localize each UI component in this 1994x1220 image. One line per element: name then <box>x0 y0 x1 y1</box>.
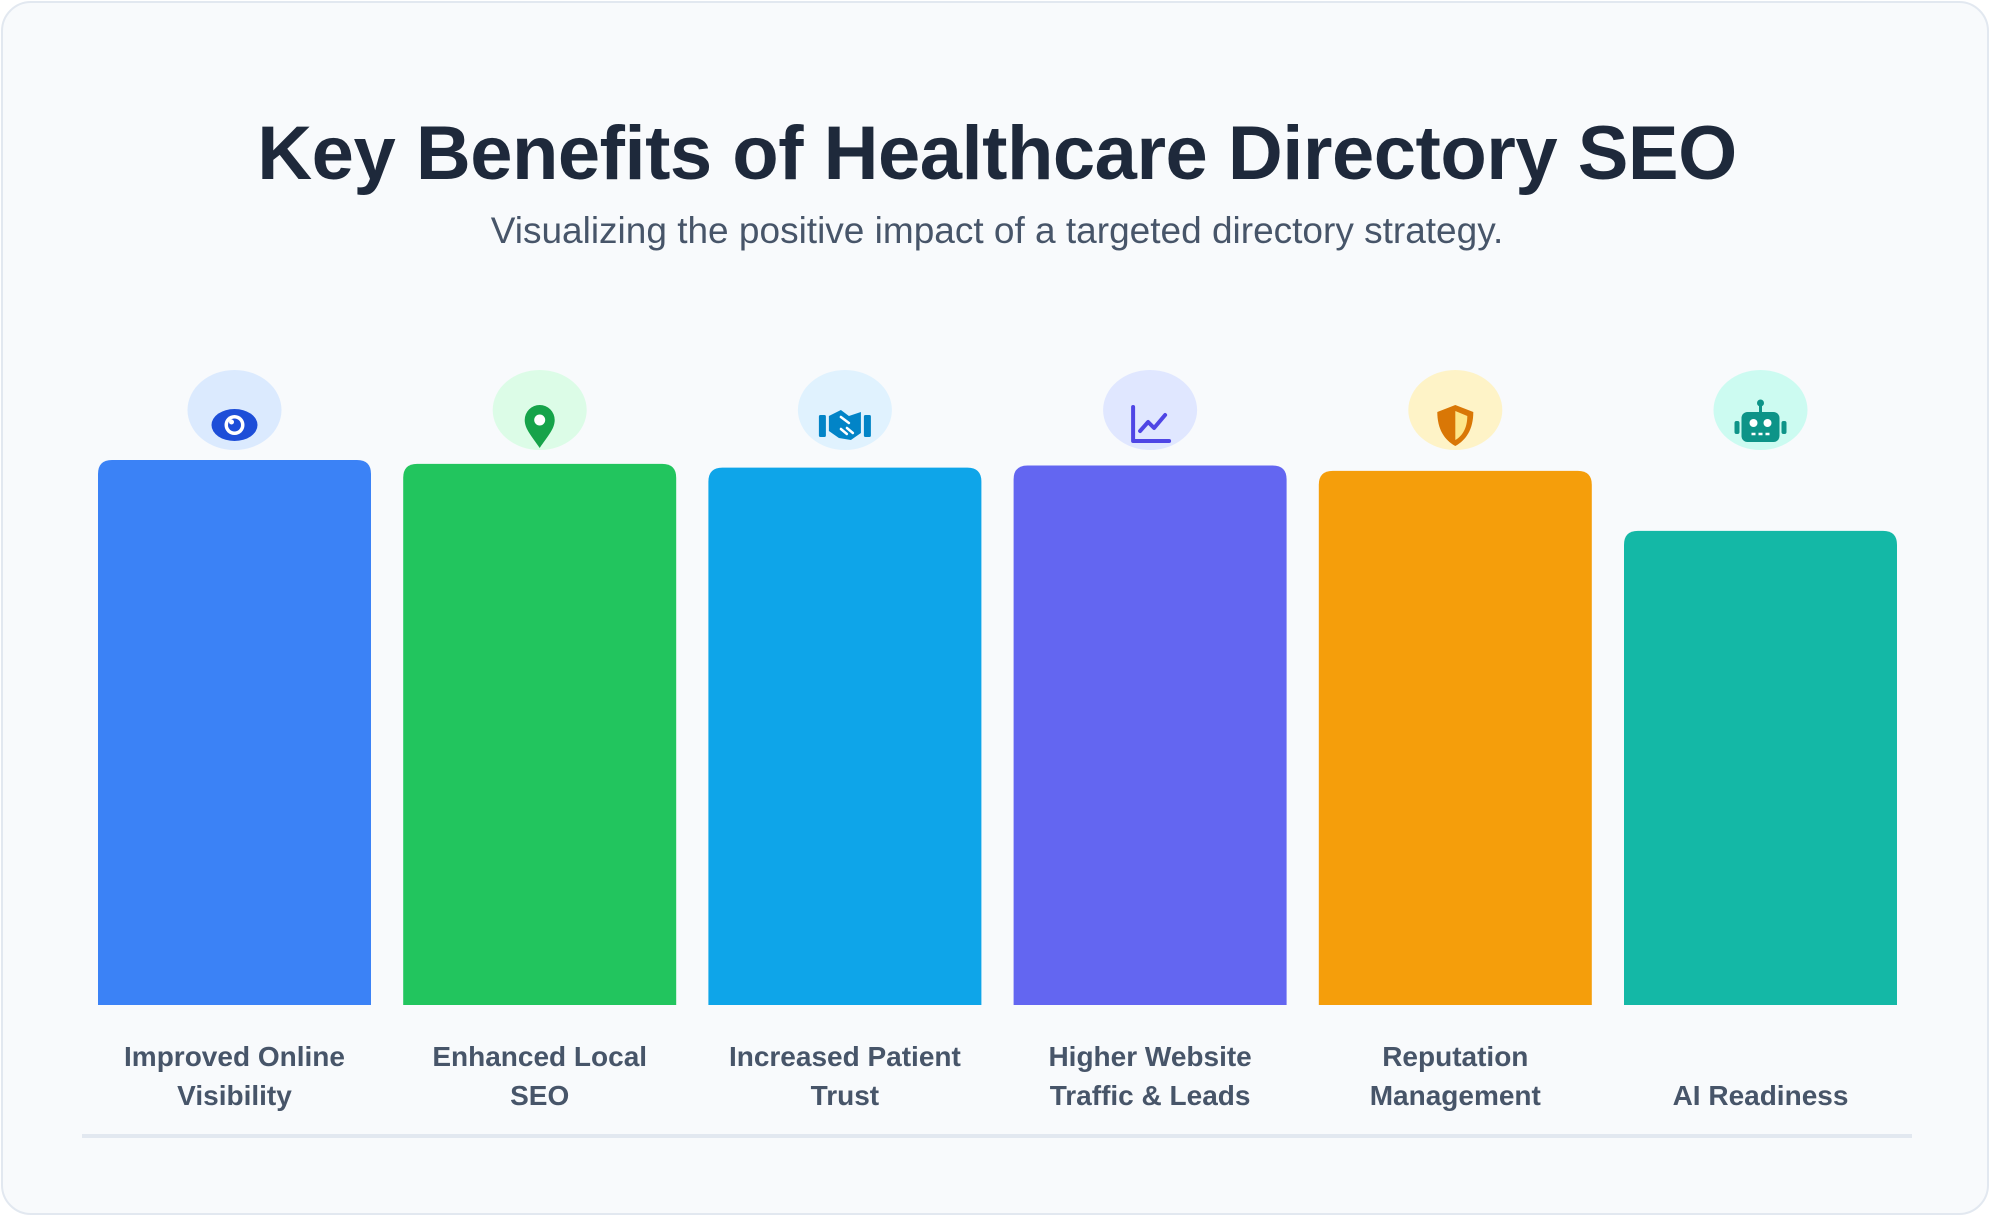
handshake-icon <box>818 410 871 440</box>
bar-increased-patient-trust <box>708 467 982 1005</box>
bar-reputation-management <box>1318 470 1592 1005</box>
map-pin-icon <box>524 405 555 448</box>
robot-icon <box>1734 399 1787 442</box>
category-label-increased-patient-trust: Increased Patient Trust <box>729 1041 961 1111</box>
bar-improved-online-visibility <box>98 460 371 1005</box>
category-label-reputation-management: Reputation Management <box>1370 1041 1541 1111</box>
category-label-improved-online-visibility: Improved Online Visibility <box>124 1041 345 1111</box>
shield-icon <box>1437 405 1474 446</box>
trend-chart-icon <box>1131 405 1172 443</box>
chart-title: Key Benefits of Healthcare Directory SEO <box>257 111 1737 196</box>
bar-enhanced-local-seo <box>403 463 677 1005</box>
bar-higher-website-traffic-leads <box>1013 465 1287 1005</box>
category-label-enhanced-local-seo: Enhanced Local SEO <box>432 1041 647 1111</box>
category-label-higher-website-traffic-leads: Higher Website Traffic & Leads <box>1048 1041 1251 1111</box>
category-label-ai-readiness: AI Readiness <box>1673 1080 1849 1111</box>
icon-badge-higher-website-traffic-leads <box>1103 370 1198 450</box>
eye-icon <box>211 409 258 441</box>
bar-ai-readiness <box>1624 530 1897 1005</box>
chart-subtitle: Visualizing the positive impact of a tar… <box>490 210 1504 251</box>
